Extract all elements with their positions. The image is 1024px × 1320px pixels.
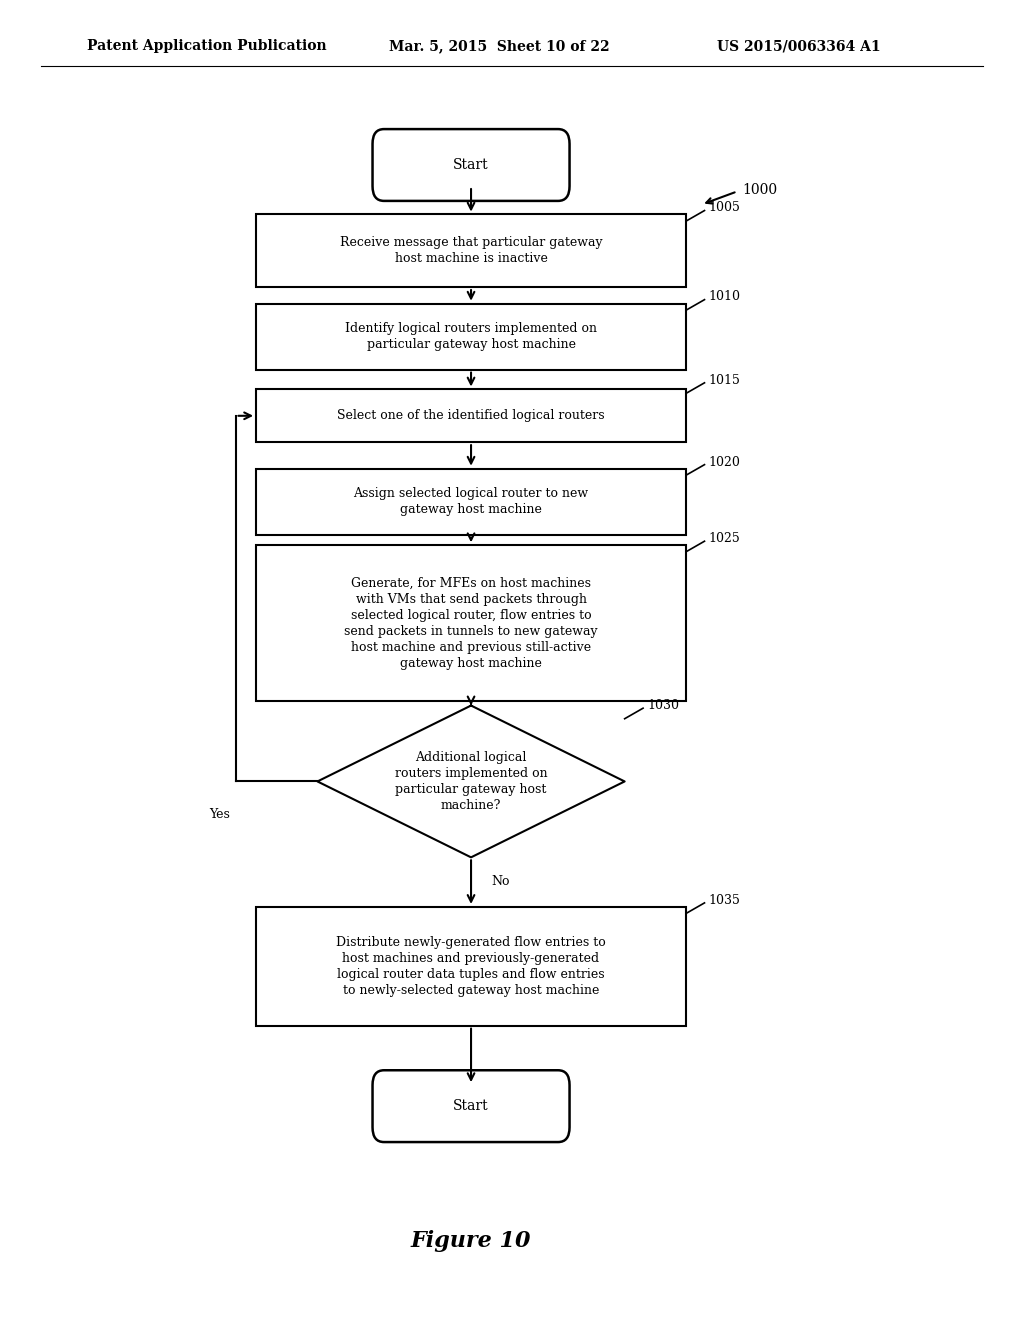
Text: US 2015/0063364 A1: US 2015/0063364 A1 (717, 40, 881, 53)
Text: 1025: 1025 (709, 532, 740, 545)
Text: 1015: 1015 (709, 374, 740, 387)
Text: 1010: 1010 (709, 290, 740, 304)
Polygon shape (317, 706, 625, 858)
Text: Assign selected logical router to new
gateway host machine: Assign selected logical router to new ga… (353, 487, 589, 516)
Text: 1020: 1020 (709, 455, 740, 469)
Text: 1005: 1005 (709, 202, 740, 214)
Text: Figure 10: Figure 10 (411, 1230, 531, 1251)
Text: 1030: 1030 (647, 700, 679, 711)
Text: Identify logical routers implemented on
particular gateway host machine: Identify logical routers implemented on … (345, 322, 597, 351)
Text: Start: Start (454, 1100, 488, 1113)
Text: Start: Start (454, 158, 488, 172)
Text: Distribute newly-generated flow entries to
host machines and previously-generate: Distribute newly-generated flow entries … (336, 936, 606, 997)
FancyBboxPatch shape (373, 1071, 569, 1142)
FancyBboxPatch shape (373, 129, 569, 201)
Bar (256, 907, 686, 1026)
Bar (256, 214, 686, 286)
Bar (256, 389, 686, 442)
Bar (256, 304, 686, 370)
Text: 1000: 1000 (742, 183, 777, 197)
Text: Select one of the identified logical routers: Select one of the identified logical rou… (337, 409, 605, 422)
Bar (256, 469, 686, 535)
Text: Patent Application Publication: Patent Application Publication (87, 40, 327, 53)
Bar (256, 545, 686, 701)
Text: Additional logical
routers implemented on
particular gateway host
machine?: Additional logical routers implemented o… (394, 751, 548, 812)
Text: Generate, for MFEs on host machines
with VMs that send packets through
selected : Generate, for MFEs on host machines with… (344, 577, 598, 669)
Text: Receive message that particular gateway
host machine is inactive: Receive message that particular gateway … (340, 236, 602, 265)
Text: Yes: Yes (210, 808, 230, 821)
Text: No: No (492, 875, 510, 887)
Text: 1035: 1035 (709, 894, 740, 907)
Text: Mar. 5, 2015  Sheet 10 of 22: Mar. 5, 2015 Sheet 10 of 22 (389, 40, 609, 53)
